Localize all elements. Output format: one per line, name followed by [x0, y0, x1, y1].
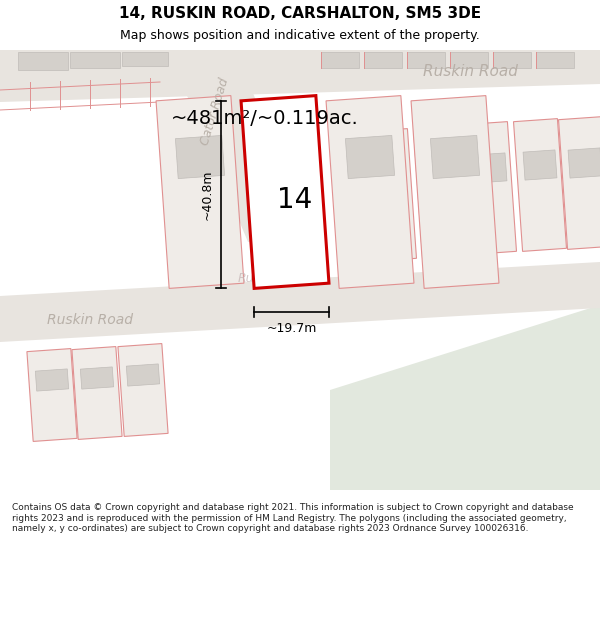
Polygon shape [118, 344, 168, 436]
Polygon shape [27, 349, 77, 441]
Polygon shape [0, 50, 600, 102]
Bar [407, 52, 445, 68]
Bar [70, 52, 120, 68]
Polygon shape [330, 305, 600, 490]
Text: 14, RUSKIN ROAD, CARSHALTON, SM5 3DE: 14, RUSKIN ROAD, CARSHALTON, SM5 3DE [119, 6, 481, 21]
Polygon shape [413, 126, 466, 258]
Polygon shape [175, 136, 224, 179]
Text: Map shows position and indicative extent of the property.: Map shows position and indicative extent… [120, 29, 480, 42]
Polygon shape [0, 262, 600, 342]
Bar [450, 52, 488, 68]
Polygon shape [80, 367, 113, 389]
Bar [536, 52, 574, 68]
Polygon shape [346, 136, 395, 179]
Polygon shape [241, 96, 329, 288]
Bar [18, 52, 68, 70]
Text: ~19.7m: ~19.7m [266, 322, 317, 336]
Bar [493, 52, 531, 68]
Text: ~40.8m: ~40.8m [201, 169, 214, 220]
Text: Cator Road: Cator Road [199, 77, 232, 148]
Polygon shape [35, 369, 68, 391]
Bar [122, 52, 168, 66]
Text: Contains OS data © Crown copyright and database right 2021. This information is : Contains OS data © Crown copyright and d… [12, 504, 574, 533]
Text: ~481m²/~0.119ac.: ~481m²/~0.119ac. [171, 109, 359, 127]
Polygon shape [473, 153, 507, 183]
Polygon shape [559, 117, 600, 249]
Polygon shape [72, 347, 122, 439]
Bar [321, 52, 359, 68]
Polygon shape [127, 364, 160, 386]
Polygon shape [373, 160, 407, 190]
Polygon shape [364, 129, 416, 261]
Bar [364, 52, 402, 68]
Polygon shape [568, 148, 600, 178]
Polygon shape [411, 96, 499, 288]
Polygon shape [514, 119, 566, 251]
Text: 14: 14 [277, 186, 313, 214]
Polygon shape [523, 150, 557, 180]
Polygon shape [423, 157, 457, 187]
Text: Ruskin Road: Ruskin Road [422, 64, 517, 79]
Polygon shape [156, 96, 244, 288]
Polygon shape [464, 122, 517, 254]
Text: Ruskin Road: Ruskin Road [47, 313, 133, 327]
Polygon shape [168, 50, 310, 242]
Polygon shape [430, 136, 479, 179]
Text: Ruskin: Ruskin [237, 271, 279, 284]
Polygon shape [326, 96, 414, 288]
